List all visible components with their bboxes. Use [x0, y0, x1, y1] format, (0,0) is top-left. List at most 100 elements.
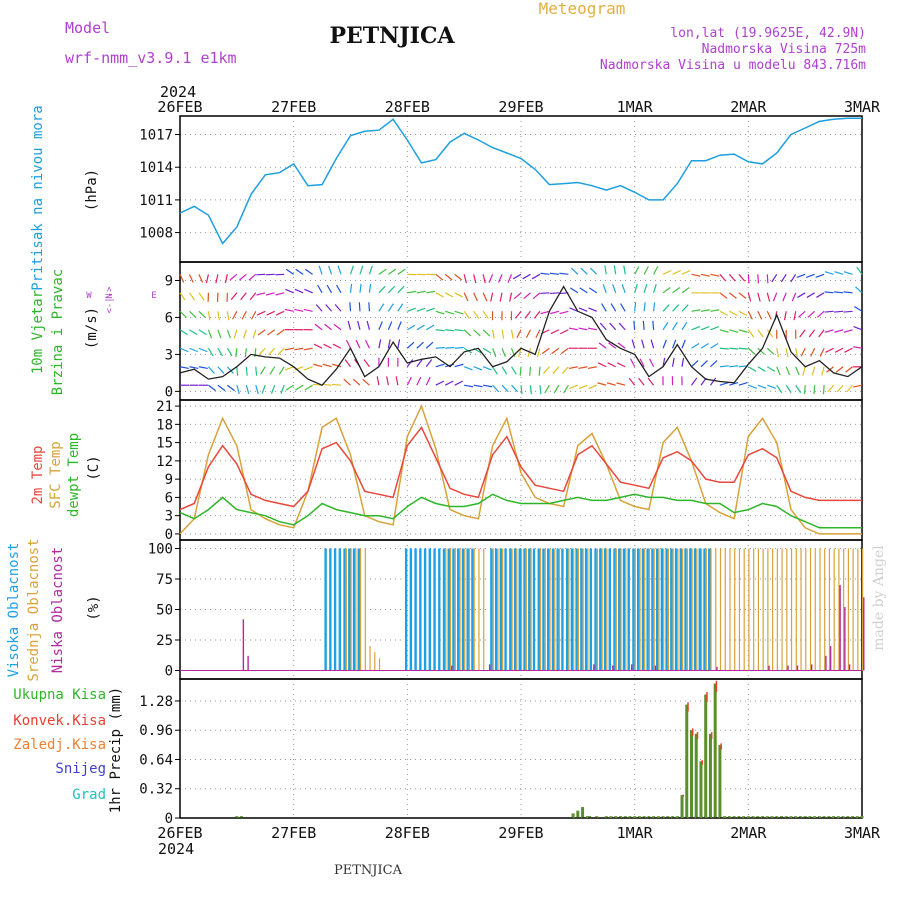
wind-arrow [599, 322, 607, 331]
wind-arrow [638, 377, 645, 386]
precip-bar-total [794, 816, 798, 818]
cloud-unit: (%) [86, 595, 102, 620]
wind-panel: 0 3 6 9 [165, 261, 863, 401]
wind-arrow [232, 311, 238, 320]
wind-arrow [416, 341, 424, 349]
y-tick-label: 25 [156, 633, 173, 649]
wind-arrow [719, 365, 729, 368]
wind-arrow [691, 342, 700, 349]
y-tick-label: 3 [165, 347, 173, 363]
wind-arrow [425, 324, 435, 331]
wind-arrow [853, 384, 863, 388]
wind-arrow [483, 384, 493, 388]
precip-bar-total [571, 813, 575, 818]
precip-bar-total [240, 816, 244, 818]
wind-arrow [729, 292, 737, 299]
wind-arrow [454, 310, 464, 315]
wind-arrow [407, 307, 416, 312]
wind-arrow [198, 292, 205, 301]
y-tick-label: 100 [148, 542, 173, 558]
wind-arrow [539, 385, 542, 395]
wind-arrow [304, 288, 313, 294]
wind-arrow [641, 339, 645, 349]
wind-arrow [269, 366, 276, 375]
wind-unit: (m/s) [84, 307, 100, 349]
wind-arrow [854, 306, 863, 312]
wind-arrow [700, 342, 709, 349]
wind-arrow [366, 320, 371, 330]
wind-arrow [189, 329, 198, 336]
wind-arrow [824, 310, 834, 313]
wind-arrow [550, 310, 560, 315]
wind-arrow [710, 309, 720, 312]
wind-arrow [188, 292, 196, 301]
wind-arrow [349, 265, 354, 275]
wind-arrow [189, 366, 199, 370]
wind-arrow [179, 310, 187, 318]
wind-arrow [587, 366, 597, 370]
wind-arrow [363, 359, 370, 368]
wind-arrow [473, 384, 483, 388]
precip-bar-total [614, 816, 618, 818]
wind-arrow [245, 366, 248, 376]
wind-arrow [236, 385, 240, 395]
precip-bar-total [637, 816, 641, 818]
wind-arrow [267, 329, 276, 336]
wind-arrow [343, 378, 351, 386]
wind-arrow [397, 303, 404, 312]
wind-arrow [843, 271, 853, 275]
wind-arrow [324, 323, 332, 331]
wind-arrow [621, 284, 626, 294]
wind-arrow [525, 329, 532, 339]
wind-arrow [672, 321, 678, 331]
compass-icon: N W E <-|-> [86, 286, 156, 314]
wind-arrow [568, 366, 578, 370]
precip-bar-total [666, 816, 670, 818]
wind-arrow [473, 310, 480, 319]
wind-arrow [549, 272, 559, 275]
wind-arrow [523, 292, 531, 300]
wind-arrow [662, 269, 672, 275]
precip-bar-total [656, 816, 660, 818]
panel-frame [179, 678, 863, 819]
wind-arrow [540, 272, 550, 275]
wind-arrow [378, 268, 387, 275]
wind-arrow [630, 358, 636, 368]
wind-arrow [559, 272, 569, 275]
precip-bar-total-main [718, 744, 722, 818]
x-tick-labels-top: 26FEB 27FEB 28FEB 29FEB 1MAR 2MAR 3MAR [157, 98, 881, 116]
wind-arrow [824, 271, 834, 275]
wind-arrow [397, 268, 406, 275]
wind-arrow [239, 273, 247, 281]
wind-arrow [387, 339, 391, 349]
wind-arrow [454, 346, 464, 349]
wind-arrow [334, 304, 342, 312]
y-tick-label: 1008 [139, 226, 173, 242]
wind-arrow [771, 273, 778, 283]
precip-bar-total-main [704, 694, 708, 818]
wind-arrow [618, 322, 626, 331]
wind-arrow [620, 303, 626, 312]
wind-arrow [473, 274, 477, 284]
wind-arrow [328, 265, 333, 275]
precip-bar-conv [687, 702, 689, 712]
wind-arrow [836, 384, 844, 393]
wind-arrow [217, 384, 226, 392]
wind-arrow [501, 366, 508, 375]
model-elevation-label: Nadmorska Visina u modelu 843.716m [600, 58, 866, 73]
wind-arrow [827, 384, 835, 393]
y-tick-label: 1017 [139, 128, 173, 144]
wind-arrow [326, 284, 333, 294]
wind-arrow [610, 303, 617, 312]
precip-bar-total [737, 816, 741, 818]
y-tick-label: 1011 [139, 193, 173, 209]
wind-arrow [265, 292, 275, 296]
wind-arrow [492, 384, 500, 393]
wind-ylabel-2: Brzina i Pravac [50, 269, 66, 395]
wind-arrow [303, 366, 313, 371]
wind-arrow [445, 310, 455, 315]
wind-arrow [643, 302, 646, 312]
y-tick-label: 0 [165, 663, 173, 679]
wind-arrow [179, 329, 188, 336]
wind-arrow [578, 307, 588, 312]
